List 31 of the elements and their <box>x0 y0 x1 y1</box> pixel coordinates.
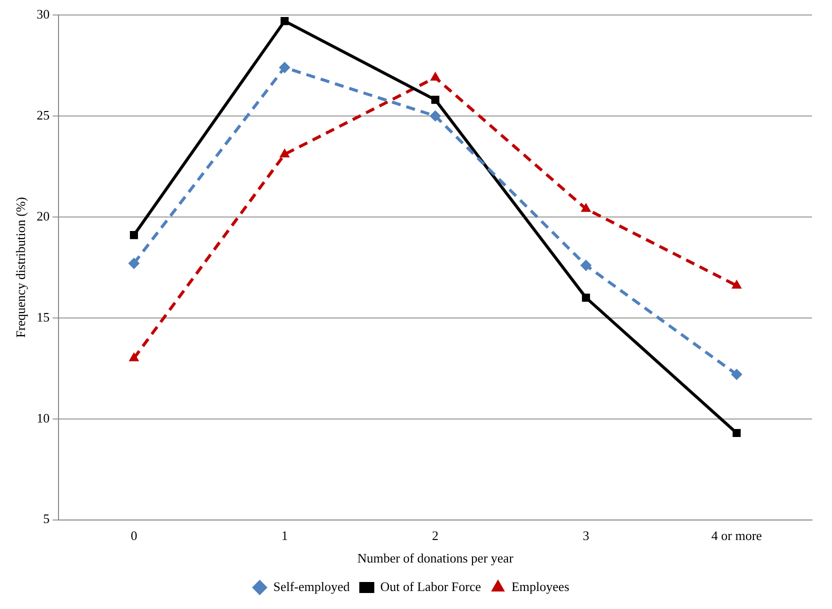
x-axis-title: Number of donations per year <box>357 550 514 566</box>
point <box>128 258 140 269</box>
x-tick-label: 1 <box>281 528 288 544</box>
point <box>582 294 590 302</box>
point <box>280 148 290 158</box>
x-tick-label: 4 or more <box>711 528 762 544</box>
point <box>581 203 591 212</box>
x-tick-label: 2 <box>432 528 439 544</box>
legend-label: Employees <box>511 578 570 594</box>
legend-label: Self-employed <box>273 578 350 594</box>
point <box>430 110 441 122</box>
y-tick-label: 15 <box>36 309 50 324</box>
x-tick-label: 3 <box>582 528 590 544</box>
y-tick-label: 25 <box>36 107 50 122</box>
point <box>129 352 139 362</box>
y-tick-label: 5 <box>43 511 50 526</box>
point <box>732 428 741 438</box>
point <box>130 231 138 240</box>
point <box>731 368 742 380</box>
point <box>580 260 592 271</box>
y-tick-label: 30 <box>36 6 50 22</box>
y-tick-label: 20 <box>36 208 50 224</box>
y-tick-label: 10 <box>36 410 50 426</box>
y-axis-title: Frequency distribution (%) <box>13 196 28 338</box>
legend-label: Out of Labor Force <box>380 578 482 594</box>
x-tick-label: 0 <box>130 528 138 544</box>
point <box>279 62 290 73</box>
point <box>431 96 440 104</box>
point <box>430 72 440 81</box>
point <box>732 280 742 289</box>
point <box>280 17 289 26</box>
